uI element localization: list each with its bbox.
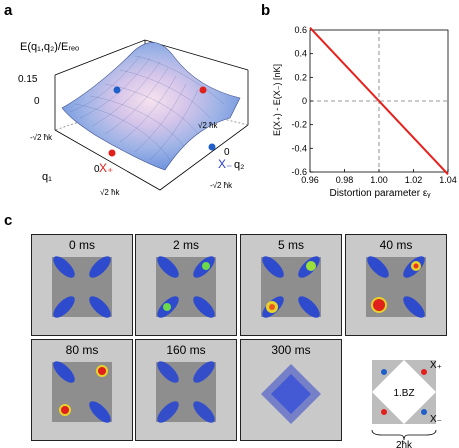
- bz-red-dot: [381, 409, 387, 415]
- z-tick-015: 0.15: [18, 74, 38, 85]
- frame-160ms: 160 ms: [135, 339, 237, 441]
- x-tick-label: 0.98: [336, 175, 354, 185]
- red-minimum-dot: [199, 86, 207, 94]
- y-axis-label: E(X₊) - E(X₋) [nK]: [272, 64, 282, 136]
- panel-a-surface-plot: E(q₁,q₂)/Eᵣₑₒ 0.15 0 -√2 ħk 0 q₁ √2 ħk X…: [18, 39, 249, 197]
- x-tick-label: 1.04: [439, 175, 457, 185]
- blue-minimum-dot: [113, 86, 121, 94]
- y-tick-label: 0: [302, 96, 307, 106]
- panel-a-letter: a: [4, 2, 13, 19]
- frame-time-label: 40 ms: [379, 238, 413, 252]
- x-tick-label: 0.96: [301, 175, 319, 185]
- y-tick-label: 0.4: [294, 49, 307, 59]
- z-axis-label: E(q₁,q₂)/Eᵣₑₒ: [20, 41, 79, 53]
- panel-b-letter: b: [261, 2, 271, 19]
- frame-5ms: 5 ms: [240, 234, 342, 336]
- y-tick-label: -0.2: [291, 120, 307, 130]
- bz-red-dot: [421, 369, 427, 375]
- bz-xminus-label: X₋: [430, 414, 442, 425]
- xminus-dot: [208, 143, 216, 151]
- frame-time-label: 2 ms: [172, 238, 199, 252]
- bz-blue-dot: [381, 369, 387, 375]
- bz-xplus-label: X₊: [430, 360, 442, 371]
- q1-zero-tick: 0: [94, 164, 100, 175]
- q1-pos-tick: √2 ħk: [100, 188, 121, 197]
- x-axis-label: Distortion parameter εᵧ: [329, 188, 431, 199]
- frame-time-label: 80 ms: [65, 343, 99, 357]
- q1-axis-label: q₁: [42, 171, 52, 183]
- frame-2ms: 2 ms: [135, 234, 237, 336]
- atom-image: [52, 361, 112, 423]
- q2-axis-label: q₂: [234, 159, 244, 171]
- xminus-label: X₋: [218, 157, 232, 171]
- bz-scale-brace: [371, 429, 437, 441]
- q1-neg-tick: -√2 ħk: [30, 133, 53, 142]
- y-tick-label: -0.6: [291, 167, 307, 177]
- atom-image: [366, 256, 426, 318]
- xplus-label: X₊: [99, 161, 113, 175]
- frame-time-label: 300 ms: [271, 343, 311, 357]
- frame-time-label: 0 ms: [68, 238, 95, 252]
- y-tick-label: 0.2: [294, 72, 307, 82]
- bz-blue-dot: [421, 409, 427, 415]
- atom-image: [52, 256, 112, 318]
- q2-pos-tick: √2 ħk: [198, 121, 219, 130]
- frame-time-label: 160 ms: [166, 343, 206, 357]
- frame-40ms: 40 ms: [345, 234, 447, 336]
- x-tick-label: 1.02: [405, 175, 423, 185]
- q2-neg-tick: -√2 ħk: [210, 181, 233, 190]
- frame-0ms: 0 ms: [31, 234, 133, 336]
- atom-image: [261, 256, 321, 318]
- xplus-dot: [108, 149, 116, 157]
- panel-b-chart: E(X₊) - E(X₋) [nK] Distortion parameter …: [272, 25, 457, 199]
- energy-difference-line: [309, 26, 449, 176]
- y-tick-label: -0.4: [291, 143, 307, 153]
- atom-image: [261, 364, 321, 424]
- surface-mesh: [69, 55, 225, 161]
- x-tick-label: 1.00: [370, 175, 388, 185]
- y-tick-label: 0.6: [294, 25, 307, 35]
- frame-300ms: 300 ms: [240, 339, 342, 441]
- bz-label: 1.BZ: [393, 388, 414, 399]
- frame-80ms: 80 ms: [31, 339, 133, 441]
- panel-c-letter: c: [4, 212, 13, 229]
- frame-time-label: 5 ms: [277, 238, 304, 252]
- energy-surface: [61, 42, 241, 171]
- q2-zero-tick: 0: [224, 147, 230, 158]
- bz-scale-label: 2ħk: [396, 440, 413, 448]
- atom-image: [156, 361, 216, 423]
- atom-image: [156, 256, 216, 318]
- brillouin-zone-diagram: 1.BZ X₊ X₋ 2ħk: [371, 360, 442, 448]
- z-tick-0: 0: [34, 96, 40, 107]
